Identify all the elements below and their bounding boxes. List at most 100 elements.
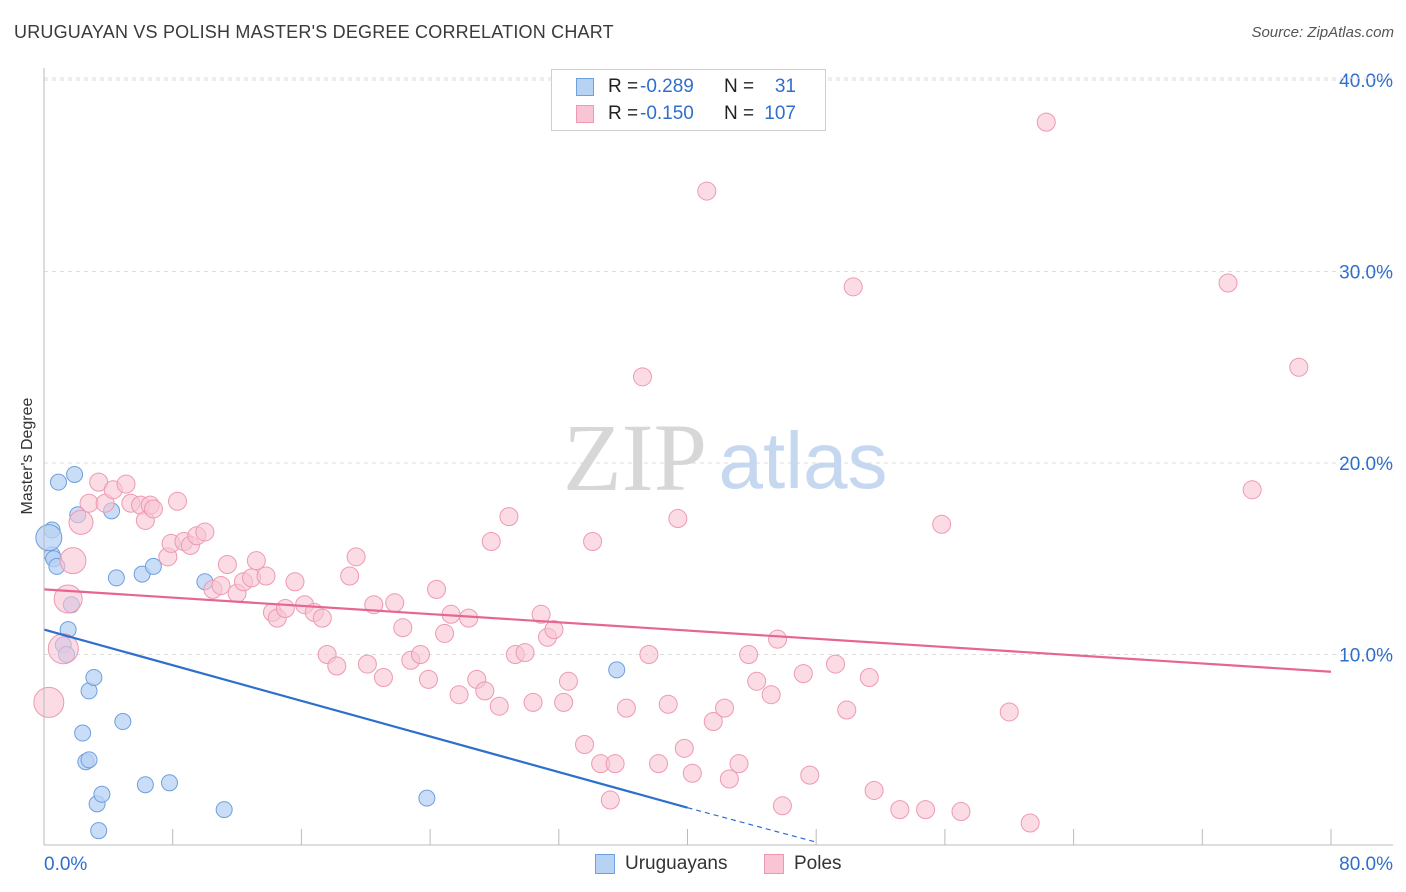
point-poles — [410, 645, 430, 664]
x-tick-label-start: 0.0% — [44, 854, 87, 875]
point-poles — [393, 618, 413, 638]
series-poles-points — [33, 112, 1309, 833]
point-poles — [772, 796, 792, 816]
legend-r-value: -0.150 — [640, 103, 694, 124]
point-poles — [800, 765, 820, 785]
point-uruguayans — [107, 569, 125, 587]
point-poles — [715, 698, 735, 718]
point-poles — [826, 654, 846, 674]
legend-n-value: 107 — [764, 103, 796, 124]
source-label: Source: ZipAtlas.com — [1251, 24, 1394, 41]
point-poles — [544, 620, 564, 640]
legend-swatch-uruguayans — [576, 78, 594, 96]
point-poles — [168, 491, 188, 511]
point-poles — [1036, 112, 1056, 132]
point-uruguayans — [66, 465, 84, 483]
point-uruguayans — [160, 774, 178, 792]
point-poles — [605, 754, 625, 774]
legend-r-label: R = — [608, 103, 639, 124]
point-poles — [575, 735, 595, 755]
point-poles — [600, 790, 620, 810]
point-poles — [793, 664, 813, 684]
legend-n-label: N = — [724, 76, 755, 97]
point-poles — [639, 645, 659, 664]
point-poles — [435, 623, 455, 643]
point-poles — [616, 698, 636, 718]
point-uruguayans — [80, 751, 98, 769]
bottom-legend-swatch-poles — [764, 854, 784, 874]
point-poles — [729, 754, 749, 774]
point-poles — [357, 654, 377, 674]
point-poles — [427, 579, 447, 599]
point-uruguayans — [215, 801, 233, 819]
point-uruguayans — [418, 789, 436, 807]
point-poles — [632, 367, 652, 387]
chart-title: URUGUAYAN VS POLISH MASTER'S DEGREE CORR… — [14, 22, 614, 42]
watermark-atlas: atlas — [719, 416, 888, 505]
point-poles — [837, 700, 857, 720]
point-poles — [1020, 813, 1040, 833]
y-tick-label: 30.0% — [1339, 263, 1393, 284]
point-poles — [843, 277, 863, 297]
correlation-legend: R = -0.289 N = 31 R = -0.150 N = 107 — [551, 69, 826, 131]
point-poles — [68, 509, 94, 535]
point-poles — [739, 645, 759, 664]
point-uruguayans — [144, 557, 162, 575]
point-poles — [195, 522, 215, 542]
point-poles — [649, 754, 669, 774]
point-poles — [890, 800, 910, 820]
legend-r-label: R = — [608, 76, 639, 97]
point-poles — [682, 763, 702, 783]
bottom-legend-poles: Poles — [764, 852, 842, 876]
point-uruguayans — [49, 473, 67, 491]
point-uruguayans — [35, 524, 63, 552]
point-poles — [523, 692, 543, 712]
point-poles — [275, 599, 295, 619]
point-poles — [346, 547, 366, 567]
legend-r-value: -0.289 — [640, 76, 694, 97]
point-uruguayans — [90, 822, 108, 840]
trend-line-uruguayans — [43, 628, 688, 809]
point-poles — [312, 608, 332, 628]
y-tick-label: 20.0% — [1339, 454, 1393, 475]
point-poles — [515, 643, 535, 663]
point-uruguayans — [608, 661, 626, 679]
trend-line-uruguayans-extension — [687, 807, 817, 843]
point-poles — [449, 685, 469, 705]
point-poles — [47, 633, 79, 665]
point-uruguayans — [74, 724, 92, 742]
point-uruguayans — [114, 713, 132, 731]
point-poles — [1242, 480, 1262, 500]
point-poles — [53, 584, 83, 614]
point-poles — [489, 696, 509, 716]
point-poles — [418, 669, 438, 689]
point-poles — [327, 656, 347, 676]
point-poles — [481, 532, 501, 552]
bottom-legend-uruguayans: Uruguayans — [595, 852, 727, 876]
point-poles — [554, 692, 574, 712]
point-poles — [703, 712, 723, 732]
point-poles — [668, 509, 688, 529]
point-poles — [256, 566, 276, 586]
x-tick-label-end: 80.0% — [1339, 854, 1393, 875]
legend-row-uruguayans: R = -0.289 N = 31 — [576, 75, 796, 99]
point-poles — [285, 572, 305, 592]
trend-line-poles — [43, 588, 1332, 673]
point-poles — [531, 604, 551, 624]
bottom-legend-swatch-uruguayans — [595, 854, 615, 874]
point-poles — [246, 551, 266, 571]
legend-n-label: N = — [724, 103, 755, 124]
point-poles — [658, 694, 678, 714]
point-poles — [719, 769, 739, 789]
point-uruguayans — [93, 785, 111, 803]
point-poles — [340, 566, 360, 586]
point-poles — [558, 671, 578, 691]
point-poles — [499, 507, 519, 527]
watermark-zip: ZIP — [563, 404, 707, 511]
legend-row-poles: R = -0.150 N = 107 — [576, 102, 796, 126]
point-uruguayans — [136, 776, 154, 794]
point-poles — [999, 702, 1019, 722]
point-poles — [373, 667, 393, 687]
point-poles — [864, 780, 884, 800]
